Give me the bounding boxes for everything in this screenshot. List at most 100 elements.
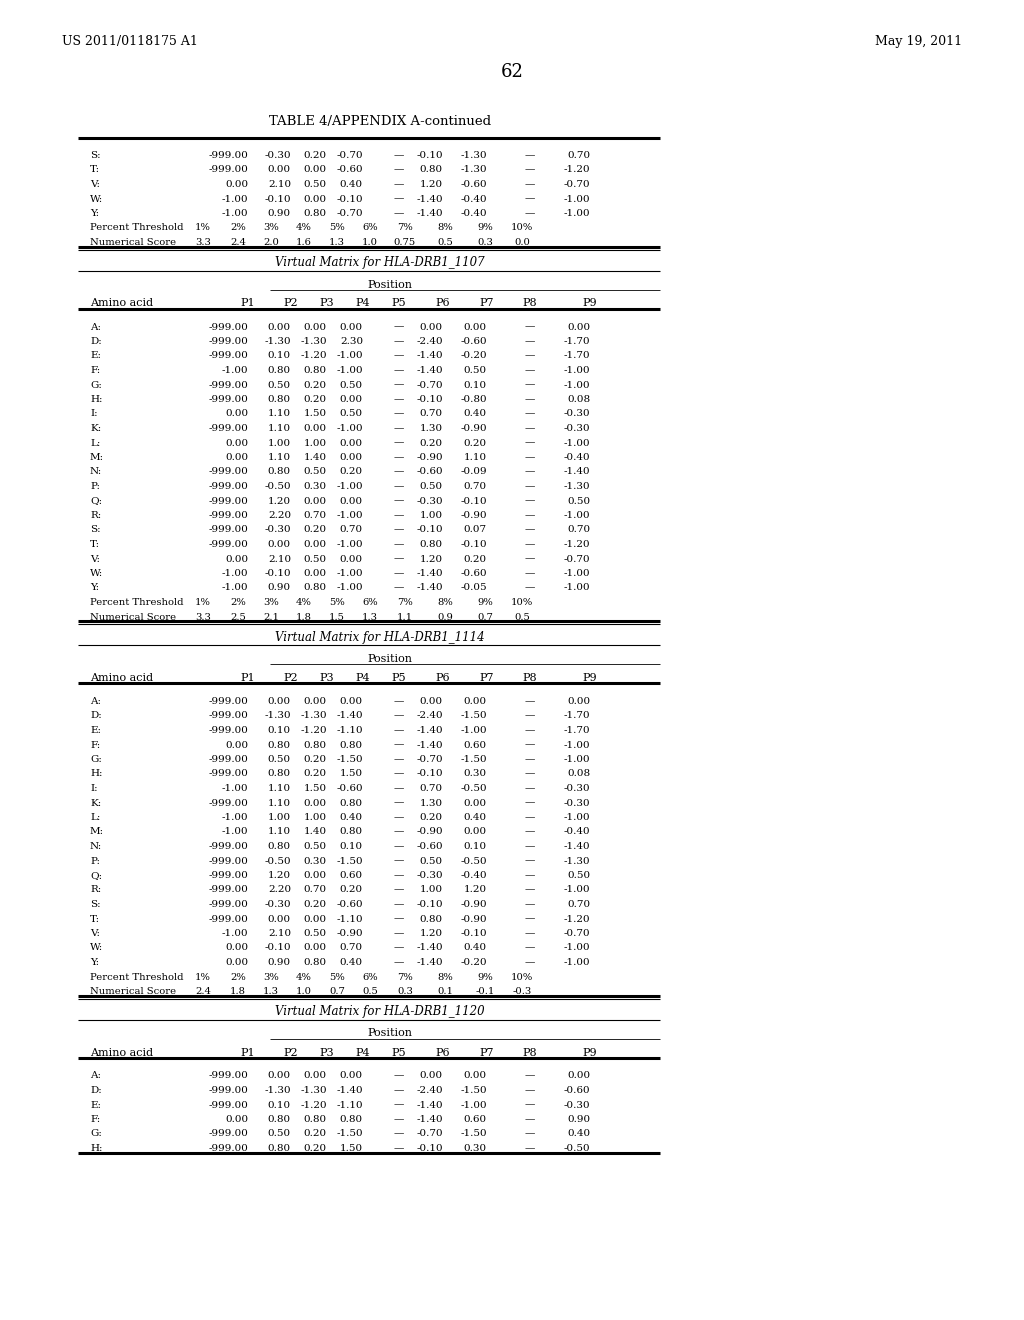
Text: 0.50: 0.50 (567, 871, 590, 880)
Text: 0.30: 0.30 (464, 770, 487, 779)
Text: P5: P5 (392, 1048, 407, 1057)
Text: —: — (525, 453, 536, 462)
Text: I:: I: (90, 409, 97, 418)
Text: 3%: 3% (263, 598, 279, 607)
Text: 1.40: 1.40 (304, 828, 327, 837)
Text: 0.00: 0.00 (225, 409, 248, 418)
Text: —: — (394, 322, 404, 331)
Text: —: — (525, 726, 536, 735)
Text: —: — (525, 828, 536, 837)
Text: —: — (525, 194, 536, 203)
Text: 0.40: 0.40 (340, 813, 362, 822)
Text: —: — (394, 711, 404, 721)
Text: —: — (394, 813, 404, 822)
Text: 0.20: 0.20 (420, 813, 443, 822)
Text: 0.20: 0.20 (304, 1144, 327, 1152)
Text: -0.50: -0.50 (264, 857, 291, 866)
Text: D:: D: (90, 1086, 101, 1096)
Text: -999.00: -999.00 (208, 842, 248, 851)
Text: 1.50: 1.50 (304, 409, 327, 418)
Text: E:: E: (90, 351, 101, 360)
Text: -1.30: -1.30 (264, 337, 291, 346)
Text: 0.00: 0.00 (420, 697, 443, 706)
Text: 0.40: 0.40 (464, 813, 487, 822)
Text: P1: P1 (241, 673, 255, 682)
Text: 1%: 1% (195, 223, 211, 232)
Text: -0.90: -0.90 (461, 424, 487, 433)
Text: 1.50: 1.50 (340, 770, 362, 779)
Text: 2.20: 2.20 (268, 886, 291, 895)
Text: 0.70: 0.70 (567, 900, 590, 909)
Text: -999.00: -999.00 (208, 726, 248, 735)
Text: US 2011/0118175 A1: US 2011/0118175 A1 (62, 36, 198, 49)
Text: -1.00: -1.00 (563, 511, 590, 520)
Text: —: — (525, 180, 536, 189)
Text: -0.90: -0.90 (461, 915, 487, 924)
Text: 9%: 9% (477, 598, 493, 607)
Text: 0.20: 0.20 (304, 525, 327, 535)
Text: 7%: 7% (397, 598, 413, 607)
Text: -1.00: -1.00 (563, 366, 590, 375)
Text: 0.90: 0.90 (567, 1115, 590, 1125)
Text: —: — (394, 180, 404, 189)
Text: —: — (394, 525, 404, 535)
Text: —: — (525, 770, 536, 779)
Text: —: — (525, 380, 536, 389)
Text: -0.70: -0.70 (563, 554, 590, 564)
Text: F:: F: (90, 741, 100, 750)
Text: -999.00: -999.00 (208, 871, 248, 880)
Text: 1.30: 1.30 (420, 424, 443, 433)
Text: V:: V: (90, 554, 100, 564)
Text: 0.00: 0.00 (304, 496, 327, 506)
Text: —: — (394, 755, 404, 764)
Text: —: — (525, 784, 536, 793)
Text: -1.30: -1.30 (461, 165, 487, 174)
Text: -999.00: -999.00 (208, 424, 248, 433)
Text: -0.20: -0.20 (461, 351, 487, 360)
Text: -0.10: -0.10 (417, 770, 443, 779)
Text: -999.00: -999.00 (208, 857, 248, 866)
Text: —: — (394, 409, 404, 418)
Text: 0.20: 0.20 (304, 150, 327, 160)
Text: —: — (525, 813, 536, 822)
Text: 0.70: 0.70 (420, 784, 443, 793)
Text: —: — (394, 886, 404, 895)
Text: -999.00: -999.00 (208, 697, 248, 706)
Text: 1.3: 1.3 (263, 987, 279, 997)
Text: -1.40: -1.40 (417, 958, 443, 968)
Text: P8: P8 (522, 673, 538, 682)
Text: —: — (394, 209, 404, 218)
Text: —: — (525, 583, 536, 593)
Text: 0.80: 0.80 (304, 958, 327, 968)
Text: -0.40: -0.40 (563, 828, 590, 837)
Text: A:: A: (90, 1072, 101, 1081)
Text: 0.10: 0.10 (268, 1101, 291, 1110)
Text: —: — (394, 380, 404, 389)
Text: 0.00: 0.00 (225, 741, 248, 750)
Text: 3%: 3% (263, 223, 279, 232)
Text: F:: F: (90, 366, 100, 375)
Text: 0.50: 0.50 (340, 409, 362, 418)
Text: —: — (394, 1101, 404, 1110)
Text: —: — (525, 1086, 536, 1096)
Text: 1.30: 1.30 (420, 799, 443, 808)
Text: P2: P2 (284, 298, 298, 309)
Text: 0.60: 0.60 (464, 1115, 487, 1125)
Text: D:: D: (90, 337, 101, 346)
Text: -0.10: -0.10 (461, 540, 487, 549)
Text: R:: R: (90, 886, 101, 895)
Text: -1.00: -1.00 (336, 351, 362, 360)
Text: -1.00: -1.00 (336, 482, 362, 491)
Text: —: — (394, 453, 404, 462)
Text: —: — (394, 583, 404, 593)
Text: M:: M: (90, 828, 104, 837)
Text: —: — (394, 842, 404, 851)
Text: -1.30: -1.30 (300, 711, 327, 721)
Text: -1.70: -1.70 (563, 726, 590, 735)
Text: —: — (525, 351, 536, 360)
Text: 0.80: 0.80 (268, 1115, 291, 1125)
Text: 0.00: 0.00 (464, 697, 487, 706)
Text: 0.70: 0.70 (340, 525, 362, 535)
Text: -1.10: -1.10 (336, 726, 362, 735)
Text: 0.40: 0.40 (340, 958, 362, 968)
